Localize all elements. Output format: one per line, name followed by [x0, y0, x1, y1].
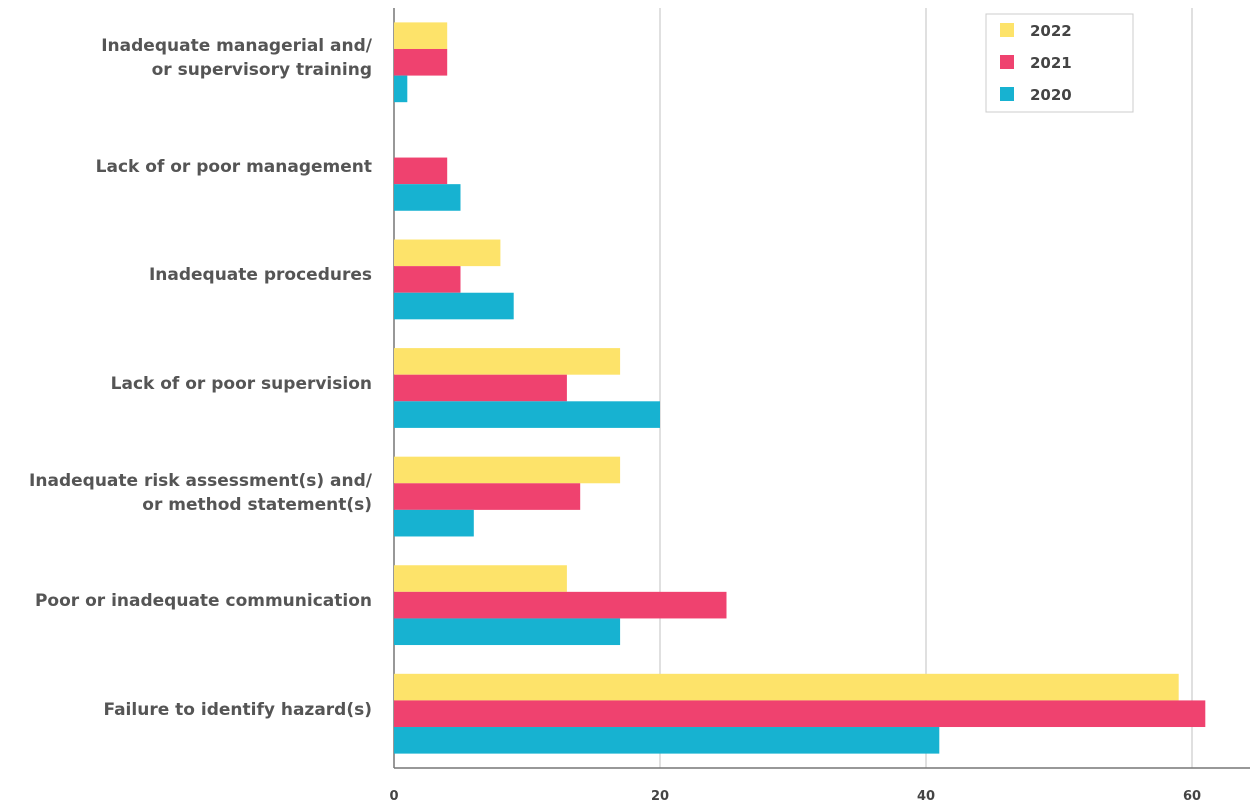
bar: [394, 591, 727, 619]
bar: [394, 401, 660, 428]
legend-swatch: [1000, 55, 1014, 69]
y-tick-label: Inadequate procedures: [148, 265, 372, 286]
bar: [394, 727, 940, 754]
x-tick-label: 40: [917, 789, 935, 804]
bar: [394, 509, 474, 537]
bar: [394, 348, 621, 375]
bar: [394, 157, 448, 185]
bar: [394, 673, 1179, 701]
bar: [394, 292, 514, 320]
bar: [394, 22, 448, 49]
y-tick-label: Failure to identify hazard(s): [103, 699, 372, 720]
bar: [394, 700, 1206, 728]
legend-label: 2021: [1030, 54, 1072, 72]
bar: [394, 266, 461, 293]
legend-swatch: [1000, 87, 1014, 101]
bar: [394, 75, 408, 103]
y-tick-label: Poor or inadequate communication: [34, 591, 372, 612]
y-tick-label: Inadequate managerial and/ or supervisor…: [101, 36, 372, 81]
bar: [394, 184, 461, 211]
y-tick-label: Lack of or poor supervision: [110, 374, 372, 394]
y-tick-label: Inadequate risk assessment(s) and/ or me…: [29, 470, 372, 515]
bar: [394, 48, 448, 76]
bar: [394, 374, 567, 402]
legend-label: 2020: [1030, 86, 1072, 104]
y-tick-label: Lack of or poor management: [95, 156, 372, 177]
legend-label: 2022: [1030, 22, 1072, 40]
bar: [394, 483, 581, 510]
bar: [394, 239, 501, 267]
x-tick-label: 20: [651, 789, 669, 804]
x-tick-label: 60: [1183, 789, 1201, 804]
bar: [394, 618, 621, 646]
x-tick-label: 0: [389, 789, 398, 804]
bar: [394, 456, 621, 484]
bar: [394, 565, 567, 592]
legend-swatch: [1000, 23, 1014, 37]
